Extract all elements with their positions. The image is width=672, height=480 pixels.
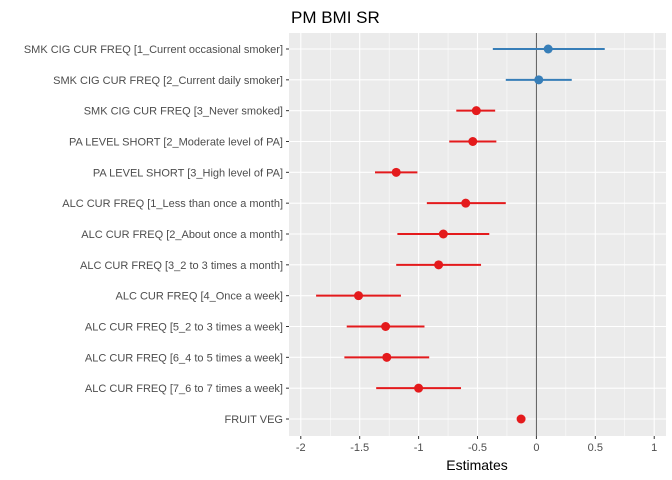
chart-title: PM BMI SR — [291, 8, 380, 27]
y-tick-label: ALC CUR FREQ [3_2 to 3 times a month] — [80, 260, 283, 272]
estimate-point — [391, 167, 401, 177]
x-tick-label: 1 — [651, 442, 657, 454]
y-tick-label: ALC CUR FREQ [2_About once a month] — [81, 229, 283, 241]
y-tick-label: SMK CIG CUR FREQ [1_Current occasional s… — [24, 44, 283, 56]
y-tick-label: PA LEVEL SHORT [2_Moderate level of PA] — [69, 137, 283, 149]
x-axis-labels: -2 -1.5 -1 -0.5 0 0.5 1 — [296, 436, 657, 454]
y-axis-labels: SMK CIG CUR FREQ [1_Current occasional s… — [24, 44, 289, 426]
x-axis-title: Estimates — [446, 457, 507, 473]
estimate-point — [543, 44, 553, 54]
y-tick-label: FRUIT VEG — [225, 414, 283, 426]
estimate-point — [382, 352, 392, 362]
x-tick-label: -1.5 — [350, 442, 369, 454]
estimate-point — [354, 291, 364, 301]
x-tick-label: 0 — [533, 442, 539, 454]
estimate-point — [414, 383, 424, 393]
estimate-point — [381, 322, 391, 331]
y-tick-label: SMK CIG CUR FREQ [2_Current daily smoker… — [53, 75, 283, 87]
estimate-point — [471, 106, 481, 116]
y-tick-label: ALC CUR FREQ [5_2 to 3 times a week] — [85, 322, 283, 334]
x-tick-label: 0.5 — [588, 442, 603, 454]
estimate-point — [468, 137, 478, 146]
estimate-point — [461, 198, 471, 208]
y-tick-label: SMK CIG CUR FREQ [3_Never smoked] — [84, 106, 283, 118]
y-tick-label: ALC CUR FREQ [4_Once a week] — [115, 291, 283, 303]
y-tick-label: ALC CUR FREQ [1_Less than once a month] — [62, 198, 283, 210]
x-tick-label: -2 — [296, 442, 306, 454]
y-tick-label: ALC CUR FREQ [6_4 to 5 times a week] — [85, 352, 283, 364]
x-tick-label: -1 — [414, 442, 424, 454]
estimate-marks — [316, 44, 605, 424]
x-tick-label: -0.5 — [468, 442, 487, 454]
y-tick-label: ALC CUR FREQ [7_6 to 7 times a week] — [85, 383, 283, 395]
estimate-point — [516, 414, 526, 424]
y-tick-label: PA LEVEL SHORT [3_High level of PA] — [93, 167, 283, 179]
estimate-point — [438, 229, 448, 239]
estimate-point — [534, 75, 544, 85]
estimate-point — [434, 260, 444, 270]
